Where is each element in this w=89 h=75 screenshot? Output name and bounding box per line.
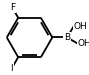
Text: OH: OH xyxy=(73,22,87,31)
Text: I: I xyxy=(10,64,13,73)
Text: B: B xyxy=(64,33,70,42)
Text: OH: OH xyxy=(78,39,89,48)
Text: F: F xyxy=(10,3,15,12)
